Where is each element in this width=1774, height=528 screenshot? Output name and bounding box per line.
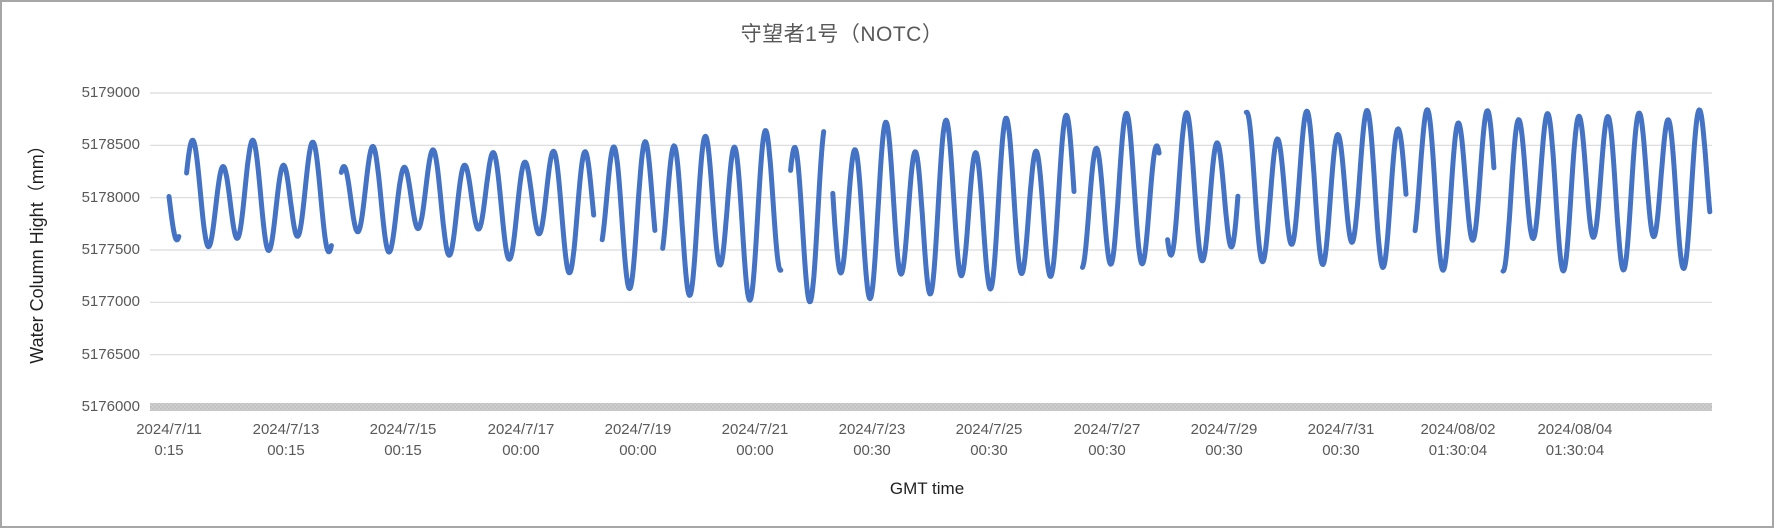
x-tick-time: 00:30 (1205, 442, 1243, 459)
x-tick-time: 00:30 (1088, 442, 1126, 459)
x-tick-label: 2024/7/23 00:30 (812, 419, 932, 461)
x-tick-date: 2024/7/31 (1307, 421, 1375, 438)
y-tick-label: 5178500 (81, 136, 140, 153)
x-tick-date: 2024/7/19 (604, 421, 672, 438)
x-tick-label: 2024/7/13 00:15 (226, 419, 346, 461)
x-tick-time: 00:30 (853, 442, 891, 459)
x-tick-date: 2024/08/02 (1420, 421, 1496, 438)
x-tick-time: 01:30:04 (1428, 442, 1488, 459)
x-tick-time: 0:15 (154, 442, 184, 459)
x-tick-date: 2024/7/13 (252, 421, 320, 438)
x-tick-label: 2024/7/19 00:00 (578, 419, 698, 461)
chart-title: 守望者1号（NOTC） (740, 23, 944, 46)
x-tick-date: 2024/7/25 (955, 421, 1023, 438)
x-tick-label: 2024/7/31 00:30 (1281, 419, 1401, 461)
x-tick-label: 2024/7/29 00:30 (1164, 419, 1284, 461)
x-tick-date: 2024/7/17 (487, 421, 555, 438)
x-tick-label: 2024/7/25 00:30 (929, 419, 1049, 461)
x-tick-date: 2024/7/27 (1073, 421, 1141, 438)
x-tick-label: 2024/7/17 00:00 (461, 419, 581, 461)
x-tick-label: 2024/7/27 00:30 (1047, 419, 1167, 461)
y-tick-label: 5177500 (81, 241, 140, 258)
x-tick-time: 00:00 (502, 442, 540, 459)
x-tick-label: 2024/08/02 01:30:04 (1398, 419, 1518, 461)
x-tick-date: 2024/7/15 (369, 421, 437, 438)
plot-area (150, 92, 1713, 411)
y-tick-label: 5179000 (81, 84, 140, 101)
x-axis-title: GMT time (889, 479, 965, 498)
x-tick-time: 00:00 (619, 442, 657, 459)
x-tick-time: 00:15 (384, 442, 422, 459)
x-tick-time: 00:15 (267, 442, 305, 459)
x-tick-date: 2024/7/21 (721, 421, 789, 438)
x-tick-date: 2024/08/04 (1537, 421, 1613, 438)
x-tick-time: 00:30 (1322, 442, 1360, 459)
x-tick-date: 2024/7/23 (838, 421, 906, 438)
x-tick-time: 00:30 (970, 442, 1008, 459)
y-tick-label: 5176500 (81, 346, 140, 363)
x-tick-date: 2024/7/29 (1190, 421, 1258, 438)
x-tick-label: 2024/7/21 00:00 (695, 419, 815, 461)
x-tick-date: 2024/7/11 (136, 421, 202, 438)
x-tick-time: 01:30:04 (1545, 442, 1605, 459)
x-tick-label: 2024/7/11 0:15 (109, 419, 229, 461)
x-axis-band (150, 403, 1712, 411)
x-tick-time: 00:00 (736, 442, 774, 459)
tide-series-line (166, 107, 1713, 305)
x-tick-label: 2024/08/04 01:30:04 (1515, 419, 1635, 461)
y-tick-label: 5178000 (81, 189, 140, 206)
x-tick-label: 2024/7/15 00:15 (343, 419, 463, 461)
y-tick-label: 5177000 (81, 293, 140, 310)
y-tick-label: 5176000 (81, 398, 140, 415)
